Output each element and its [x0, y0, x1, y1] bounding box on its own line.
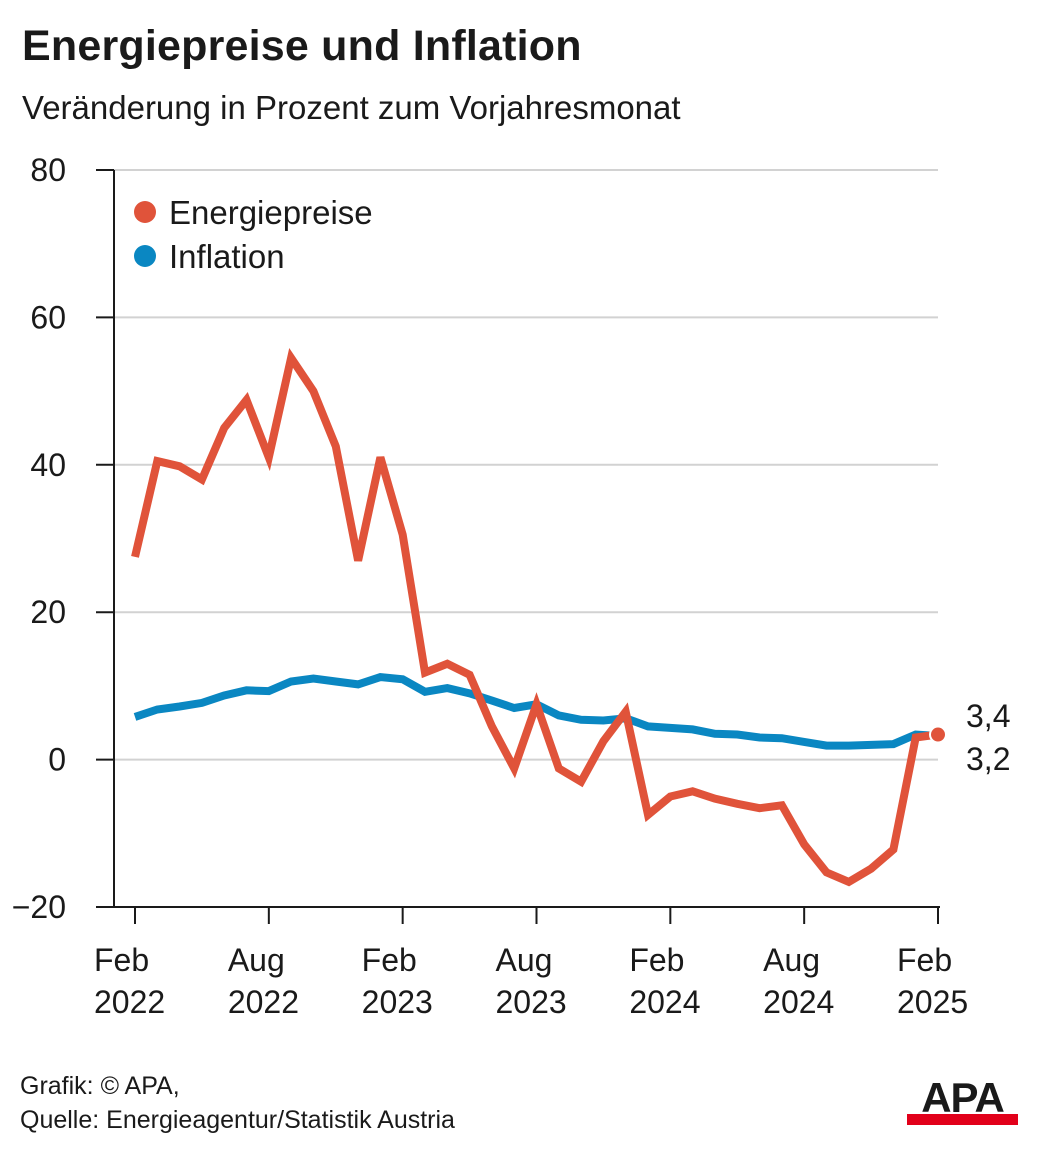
- y-tick-label: 40: [30, 447, 66, 483]
- end-value-label-energiepreise: 3,4: [966, 698, 1010, 734]
- y-tick-label: 20: [30, 594, 66, 630]
- apa-logo-text: APA: [921, 1078, 1004, 1121]
- series-line-energiepreise: [131, 347, 939, 887]
- legend-label-energiepreise: Energiepreise: [169, 194, 373, 231]
- apa-logo-bar: [907, 1114, 1018, 1125]
- legend-label-inflation: Inflation: [169, 238, 285, 275]
- legend: Energiepreise Inflation: [134, 194, 373, 275]
- chart-subtitle: Veränderung in Prozent zum Vorjahresmona…: [22, 89, 681, 126]
- x-tick-label-year: 2022: [228, 984, 299, 1020]
- line-chart: −20 0 20 40 60 80 Feb 2022 Aug 2022 Feb 2023 Aug 2023…: [12, 152, 1011, 1020]
- x-tick-label-month: Feb: [897, 942, 952, 978]
- apa-logo: APA: [907, 1078, 1018, 1125]
- chart-title: Energiepreise und Inflation: [22, 22, 582, 70]
- x-tick-label-month: Feb: [629, 942, 684, 978]
- y-tick-label: −20: [12, 889, 66, 925]
- x-tick-label-year: 2023: [362, 984, 433, 1020]
- gridlines: [114, 169, 938, 761]
- x-tick-label-year: 2025: [897, 984, 968, 1020]
- axes: −20 0 20 40 60 80 Feb 2022 Aug 2022 Feb 2023 Aug 2023…: [12, 152, 968, 1020]
- x-tick-label-year: 2024: [629, 984, 700, 1020]
- legend-marker-energiepreise: [134, 201, 156, 223]
- x-tick-label-year: 2023: [496, 984, 567, 1020]
- series-lines: [131, 347, 947, 887]
- y-tick-label: 80: [30, 152, 66, 188]
- y-tick-label: 0: [48, 742, 66, 778]
- x-tick-label-month: Aug: [496, 942, 553, 978]
- x-tick-label-month: Feb: [362, 942, 417, 978]
- x-tick-label-month: Aug: [228, 942, 285, 978]
- footer-credit: Grafik: © APA,: [20, 1072, 180, 1100]
- end-value-label-inflation: 3,2: [966, 741, 1010, 777]
- y-tick-label: 60: [30, 299, 66, 335]
- legend-marker-inflation: [134, 245, 156, 267]
- x-tick-label-year: 2024: [763, 984, 834, 1020]
- x-tick-label-year: 2022: [94, 984, 165, 1020]
- x-tick-label-month: Aug: [763, 942, 820, 978]
- footer: Grafik: © APA, Quelle: Energieagentur/St…: [20, 1069, 455, 1137]
- end-labels: 3,43,2: [966, 698, 1010, 777]
- series-endpoint-energiepreise: [929, 725, 947, 744]
- x-tick-label-month: Feb: [94, 942, 149, 978]
- footer-source: Quelle: Energieagentur/Statistik Austria: [20, 1106, 455, 1134]
